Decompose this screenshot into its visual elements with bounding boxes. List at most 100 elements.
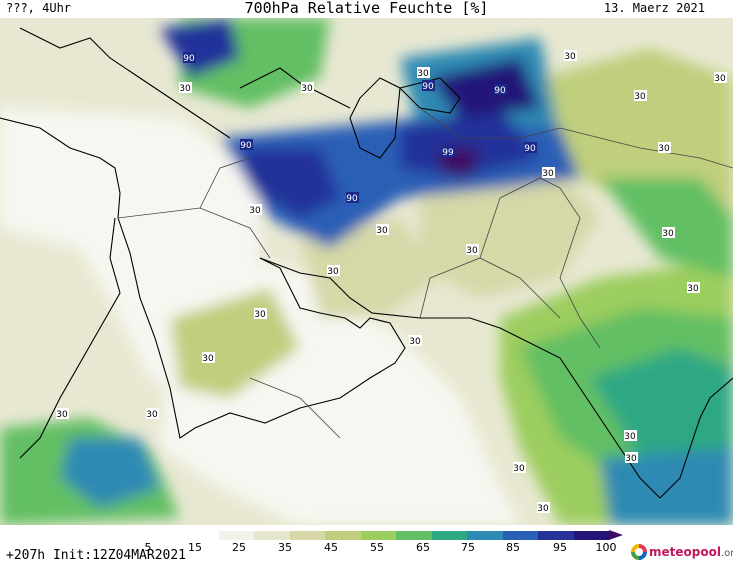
color-scale-tick-label: 100 — [595, 541, 617, 554]
contour-label-30-11: 30 — [466, 244, 479, 256]
moist-area-pakistan — [420, 168, 600, 298]
contour-label-box — [422, 80, 435, 91]
contour-label-text: 90 — [422, 82, 434, 92]
contour-label-text: 30 — [513, 464, 525, 474]
contour-label-30-2: 30 — [301, 82, 314, 94]
coastline-india-east — [659, 377, 733, 499]
header-bar: ???, 4Uhr 700hPa Relative Feuchte [%] 13… — [0, 0, 733, 18]
contour-label-box — [714, 72, 727, 83]
coastline-iran-pakistan — [259, 257, 661, 499]
contour-label-30-7: 30 — [658, 142, 671, 154]
contour-label-box — [327, 265, 340, 276]
saturated-area-iraq — [240, 148, 340, 218]
color-scale-swatch — [360, 531, 396, 540]
contour-label-30-5: 30 — [634, 90, 647, 102]
contour-label-box — [183, 52, 196, 63]
contour-label-30-17: 30 — [56, 408, 69, 420]
contour-label-text: 30 — [624, 432, 636, 442]
coastline-black-sea — [239, 67, 351, 109]
color-scale-swatch — [325, 531, 361, 540]
contour-label-30-23: 30 — [687, 282, 700, 294]
color-scale-tick-label: 85 — [506, 541, 520, 554]
contour-label-30-20: 30 — [625, 452, 638, 464]
saturated-area-aral — [430, 58, 540, 118]
contour-label-text: 30 — [146, 410, 158, 420]
saturated-area-turkmen — [400, 108, 540, 178]
humidity-field — [0, 18, 733, 525]
contour-label-30-12: 30 — [662, 227, 675, 239]
contour-label-text: 30 — [687, 284, 699, 294]
contour-label-90-turkey: 90 — [240, 139, 253, 151]
border-levant — [117, 207, 271, 259]
borders — [117, 107, 733, 439]
footer-bar: 5 15 25 35 45 55 65 75 85 95 100 +207h Init:12Z04M… — [0, 525, 733, 566]
saturated-area-balkans — [160, 18, 240, 78]
contour-label-text: 30 — [417, 69, 429, 79]
contour-label-text: 30 — [179, 84, 191, 94]
map-title: 700hPa Relative Feuchte [%] — [244, 0, 489, 17]
coastline-red-sea-west — [19, 217, 121, 459]
contour-label-box — [240, 139, 253, 150]
contour-label-30-9: 30 — [249, 204, 262, 216]
contour-label-30-15: 30 — [202, 352, 215, 364]
moist-area-deccan — [590, 348, 733, 478]
contour-label-box — [179, 82, 192, 93]
contour-label-text: 30 — [714, 74, 726, 84]
contour-label-box — [249, 204, 262, 215]
contour-label-box — [409, 335, 422, 346]
contour-label-text: 30 — [658, 144, 670, 154]
contour-label-30-16: 30 — [409, 335, 422, 347]
contour-label-30-18: 30 — [146, 408, 159, 420]
contour-label-text: 30 — [466, 246, 478, 256]
contour-label-box — [658, 142, 671, 153]
contour-label-text: 30 — [662, 229, 674, 239]
contour-label-box — [542, 167, 555, 178]
contour-label-text: 30 — [564, 52, 576, 62]
color-scale-swatch — [254, 531, 290, 540]
border-china — [519, 127, 733, 169]
contour-label-30-14: 30 — [254, 308, 267, 320]
contour-label-box — [624, 430, 637, 441]
color-scale-swatch — [573, 531, 609, 540]
color-scale-swatch — [467, 531, 503, 540]
color-scale-swatch — [431, 531, 467, 540]
contour-label-90-iraq: 90 — [346, 192, 359, 204]
contour-label-90-balkans: 90 — [183, 52, 196, 64]
color-scale-tick-label: 65 — [416, 541, 430, 554]
border-yemen — [249, 377, 341, 439]
coastline-caspian — [349, 77, 401, 159]
coastlines — [0, 27, 733, 499]
color-scale-tick-label: 75 — [461, 541, 475, 554]
contour-label-30-19: 30 — [624, 430, 637, 442]
brand-name-text: meteopool — [649, 545, 721, 559]
brand-tld: .org — [720, 548, 733, 559]
contour-label-box — [687, 282, 700, 293]
contour-label-box — [537, 502, 550, 513]
moist-area-central-arabia — [170, 288, 300, 398]
contour-label-text: 30 — [249, 206, 261, 216]
color-scale-tick-label: 55 — [370, 541, 384, 554]
color-scale-bar — [183, 531, 609, 540]
contour-label-text: 90 — [494, 86, 506, 96]
very-moist-area-ethiopia — [60, 438, 160, 508]
contour-label-text: 30 — [327, 267, 339, 277]
contour-label-30-22: 30 — [537, 502, 550, 514]
contour-label-box — [524, 142, 537, 153]
humidity-map-canvas: 90 90 90 99 90 90 90 30 30 30 30 30 30 30 30 30 30 30 30 30… — [0, 18, 733, 525]
contour-label-text: 30 — [202, 354, 214, 364]
contour-label-30-13: 30 — [327, 265, 340, 277]
contour-label-30-6: 30 — [714, 72, 727, 84]
humidity-map: 90 90 90 99 90 90 90 30 30 30 30 30 30 30 30 30 30 30 30 30… — [0, 18, 733, 525]
forecast-time-label: ???, 4Uhr — [6, 1, 72, 15]
brand-logo[interactable]: meteopool.org — [631, 542, 733, 564]
color-scale-swatch — [289, 531, 325, 540]
contour-label-text: 90 — [346, 194, 358, 204]
contour-label-box — [442, 146, 455, 157]
contour-label-text: 30 — [56, 410, 68, 420]
contour-label-box — [346, 192, 359, 203]
contour-label-text: 99 — [442, 148, 454, 158]
color-scale-tick-label: 35 — [278, 541, 292, 554]
contour-label-text: 30 — [634, 92, 646, 102]
contour-label-box — [202, 352, 215, 363]
color-scale-tick-label: 45 — [324, 541, 338, 554]
